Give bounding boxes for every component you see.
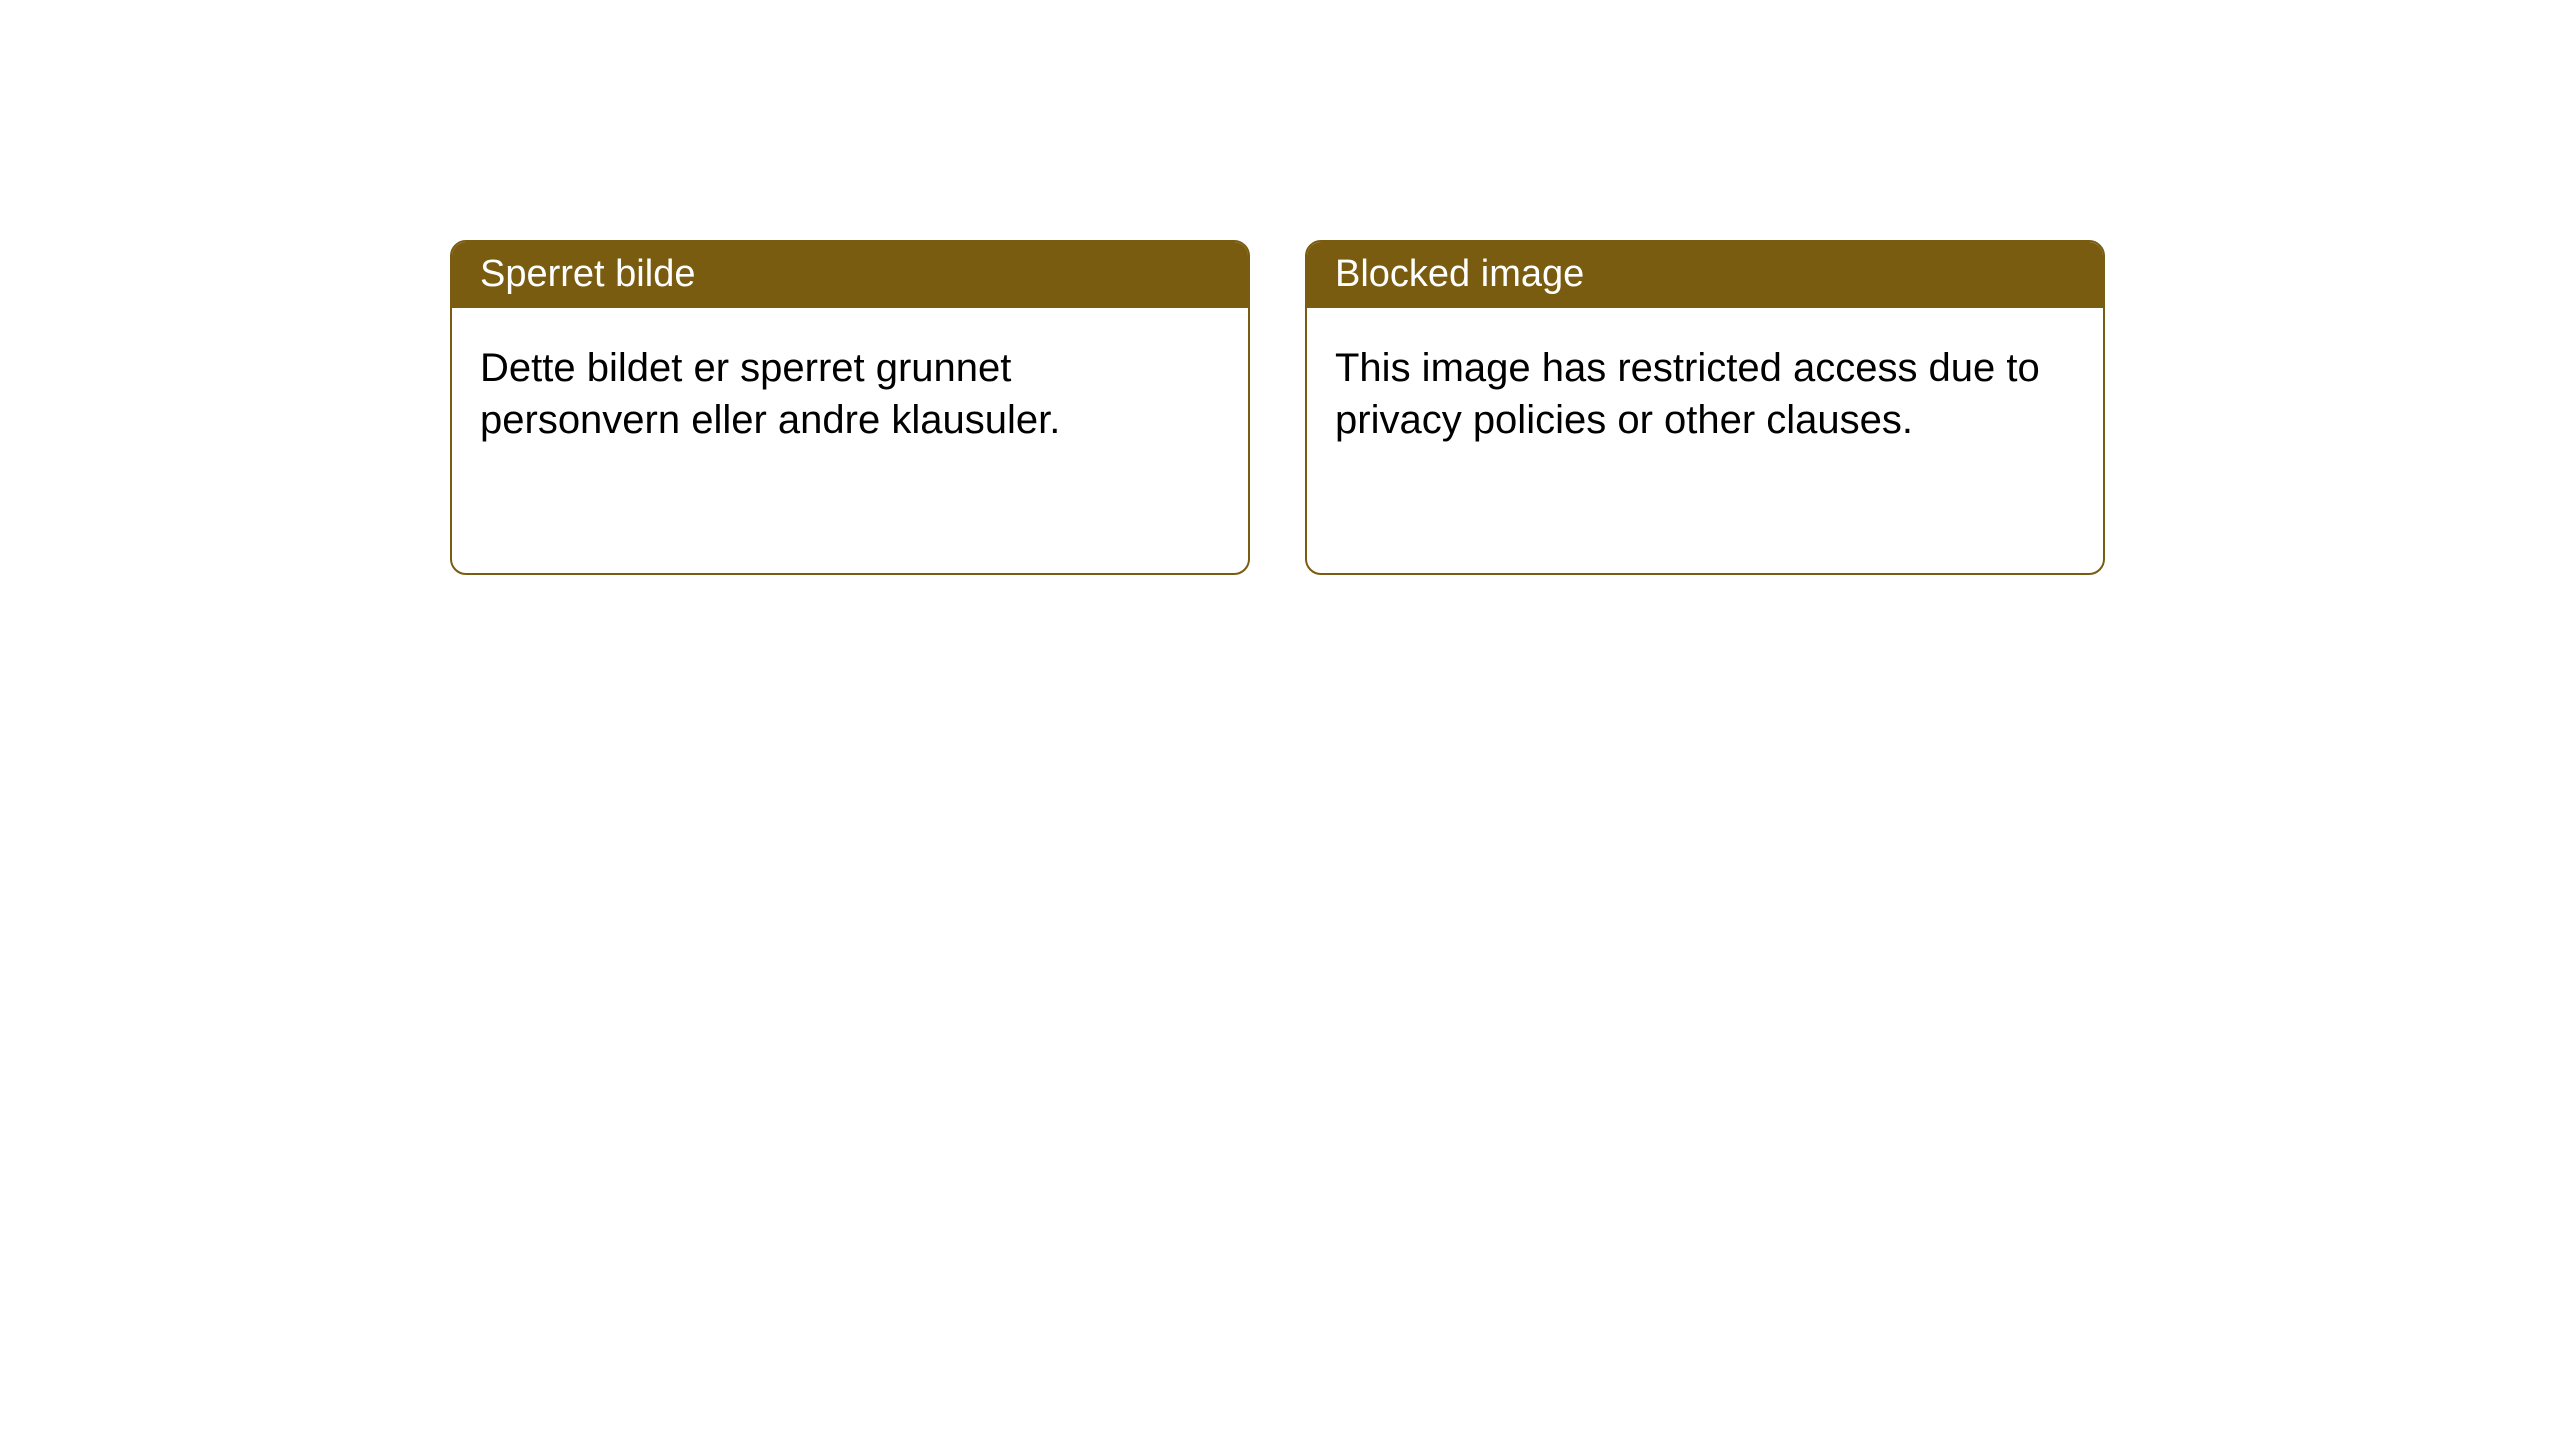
- card-header: Blocked image: [1307, 242, 2103, 308]
- card-body: This image has restricted access due to …: [1307, 308, 2103, 480]
- notice-card-english: Blocked image This image has restricted …: [1305, 240, 2105, 575]
- card-body: Dette bildet er sperret grunnet personve…: [452, 308, 1248, 480]
- notice-cards-container: Sperret bilde Dette bildet er sperret gr…: [450, 240, 2560, 575]
- card-header: Sperret bilde: [452, 242, 1248, 308]
- notice-card-norwegian: Sperret bilde Dette bildet er sperret gr…: [450, 240, 1250, 575]
